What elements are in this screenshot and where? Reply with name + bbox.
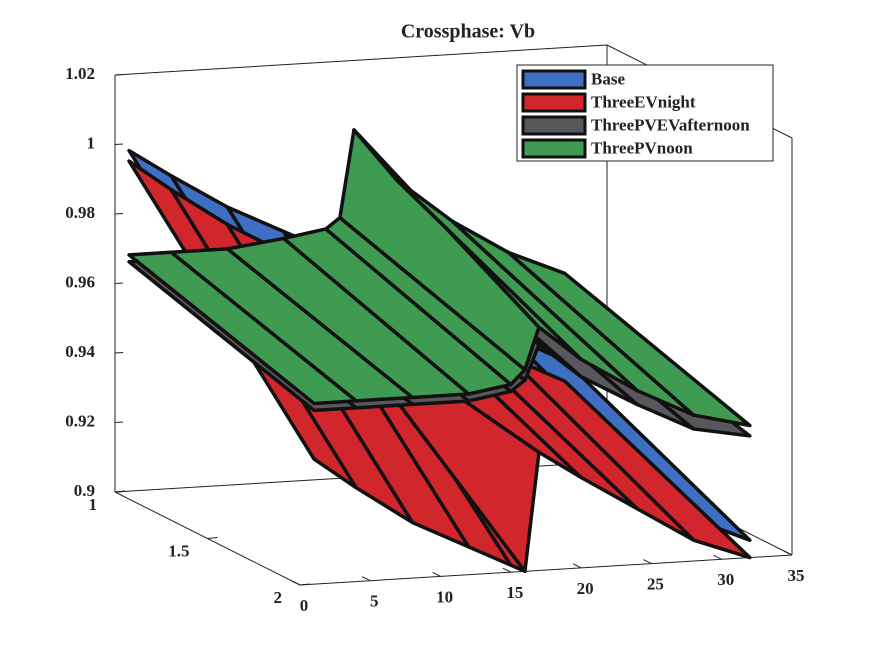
box-edge: [114, 44, 608, 76]
z-tick: [114, 282, 124, 284]
legend-label: ThreeEVnight: [591, 92, 696, 111]
x-tick: [502, 567, 512, 573]
z-tick: [114, 143, 124, 145]
z-tick-label: 0.96: [65, 272, 95, 291]
x-tick-label: 30: [717, 570, 734, 589]
x-tick: [713, 554, 722, 560]
surface-patch: [506, 250, 752, 428]
x-tick: [783, 550, 793, 556]
surface-patch: [506, 355, 752, 560]
z-tick-label: 0.98: [65, 203, 95, 222]
legend-swatch: [521, 69, 587, 90]
x-tick-label: 10: [436, 587, 453, 606]
y-tick: [207, 537, 218, 539]
x-tick: [572, 563, 582, 569]
x-tick: [362, 576, 371, 582]
surfaces: [127, 128, 752, 574]
legend: Base ThreeEVnight ThreePVEVafternoon ThreeP…: [516, 64, 774, 162]
y-tick-label: 2: [274, 588, 283, 607]
legend-swatch: [521, 138, 587, 159]
z-tick: [114, 74, 124, 76]
y-tick-label: 1.5: [168, 541, 189, 560]
x-tick-label: 25: [647, 574, 664, 593]
legend-swatch: [521, 115, 587, 136]
z-tick: [114, 352, 124, 354]
x-tick-label: 0: [300, 596, 309, 615]
x-axis: [299, 554, 793, 586]
y-tick-label: 1: [89, 495, 98, 514]
legend-label: ThreePVEVafternoon: [591, 115, 750, 134]
z-tick-label: 0.94: [65, 342, 95, 361]
x-tick: [291, 580, 301, 586]
legend-label: ThreePVnoon: [591, 138, 693, 157]
chart-title: Crossphase: Vb: [401, 21, 535, 43]
x-tick-label: 35: [788, 566, 805, 585]
z-tick-label: 1.02: [65, 64, 95, 83]
legend-label: Base: [591, 69, 625, 88]
z-tick-label: 0.9: [74, 481, 95, 500]
y-tick: [114, 490, 126, 493]
x-tick-label: 15: [506, 583, 523, 602]
z-tick: [114, 213, 124, 215]
z-tick-label: 0.92: [65, 411, 95, 430]
x-tick: [643, 559, 652, 565]
z-tick-label: 1: [87, 133, 96, 152]
legend-swatch: [521, 92, 587, 113]
z-tick: [114, 421, 124, 423]
x-tick-label: 20: [577, 579, 594, 598]
x-tick: [432, 571, 441, 577]
y-tick: [299, 583, 311, 586]
x-tick-label: 5: [370, 592, 379, 611]
